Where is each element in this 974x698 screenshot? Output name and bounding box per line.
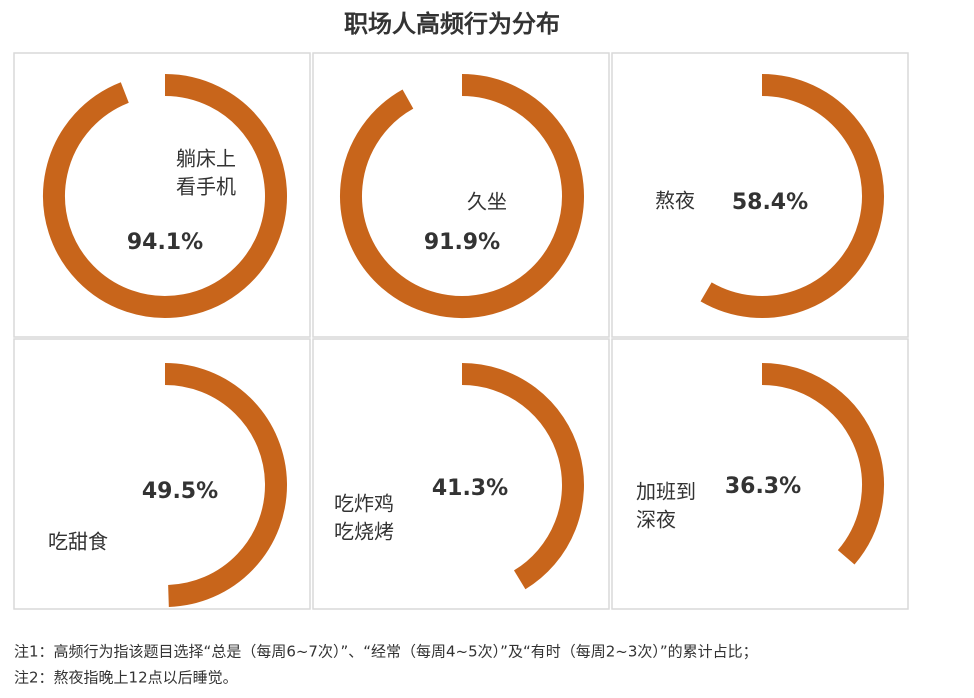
cell <box>13 338 311 610</box>
donut-arc <box>461 363 584 590</box>
cell <box>611 52 909 338</box>
donut-arc <box>340 74 584 318</box>
value-label: 58.4% <box>732 190 808 215</box>
donut-arc <box>700 74 884 318</box>
category-label: 吃甜食 <box>48 530 108 554</box>
donut-arc <box>43 74 287 318</box>
category-label: 熬夜 <box>655 189 695 213</box>
value-label: 49.5% <box>142 479 218 504</box>
donut-arc <box>164 363 287 607</box>
footnote: 注2：熬夜指晚上12点以后睡觉。 <box>14 669 238 687</box>
value-label: 94.1% <box>127 230 203 255</box>
cell <box>13 52 311 338</box>
value-label: 41.3% <box>432 476 508 501</box>
value-label: 91.9% <box>424 230 500 255</box>
category-label: 久坐 <box>467 190 507 214</box>
cell <box>312 52 610 338</box>
category-label: 吃炸鸡 <box>334 492 394 516</box>
value-label: 36.3% <box>725 474 801 499</box>
chart-title: 职场人高频行为分布 <box>344 10 560 38</box>
cell <box>312 338 610 610</box>
cell <box>611 338 909 610</box>
footnote: 注1：高频行为指该题目选择“总是（每周6~7次）”、“经常（每周4~5次）”及“… <box>14 643 758 661</box>
category-label: 看手机 <box>176 175 236 199</box>
category-label: 加班到 <box>636 480 696 504</box>
category-label: 躺床上 <box>176 147 236 171</box>
category-label: 吃烧烤 <box>334 520 394 544</box>
donut-arc <box>761 363 884 565</box>
category-label: 深夜 <box>636 508 676 532</box>
